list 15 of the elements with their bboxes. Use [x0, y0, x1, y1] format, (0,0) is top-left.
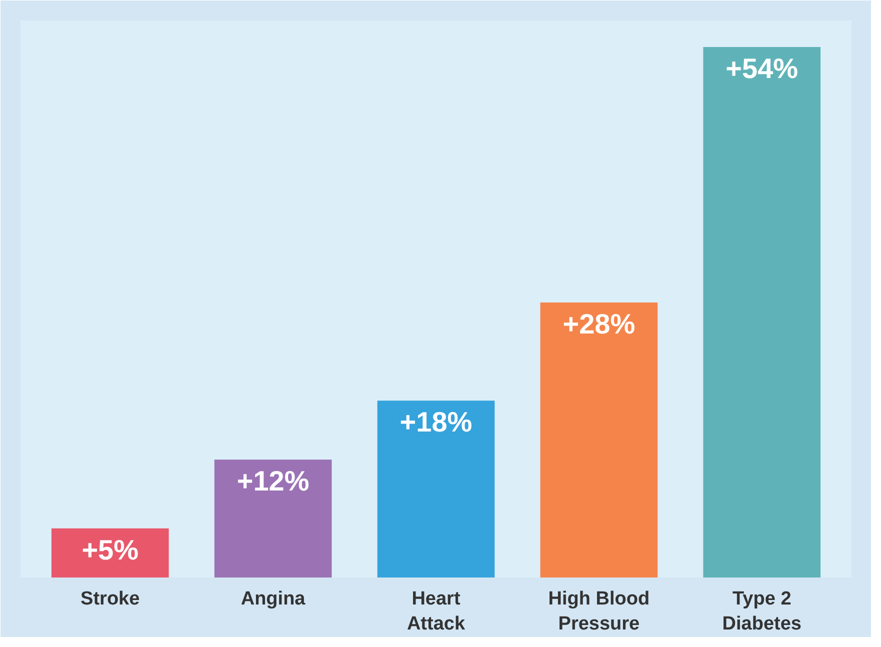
data-label: +18%	[400, 406, 472, 438]
data-label: +5%	[82, 534, 139, 566]
bar	[377, 400, 495, 578]
x-tick-label: High Blood Pressure	[548, 588, 650, 635]
bar	[51, 528, 169, 578]
x-tick-label: Type 2 Diabetes	[722, 588, 802, 635]
bar	[540, 302, 658, 578]
bar	[214, 460, 332, 578]
data-label: +12%	[236, 466, 310, 497]
x-tick-label: Heart Attack	[406, 588, 466, 635]
bar	[703, 47, 821, 578]
data-label: +28%	[562, 308, 636, 340]
x-tick-label: Stroke	[80, 588, 140, 610]
data-label: +54%	[726, 53, 798, 84]
x-tick-label: Angina	[240, 588, 306, 610]
